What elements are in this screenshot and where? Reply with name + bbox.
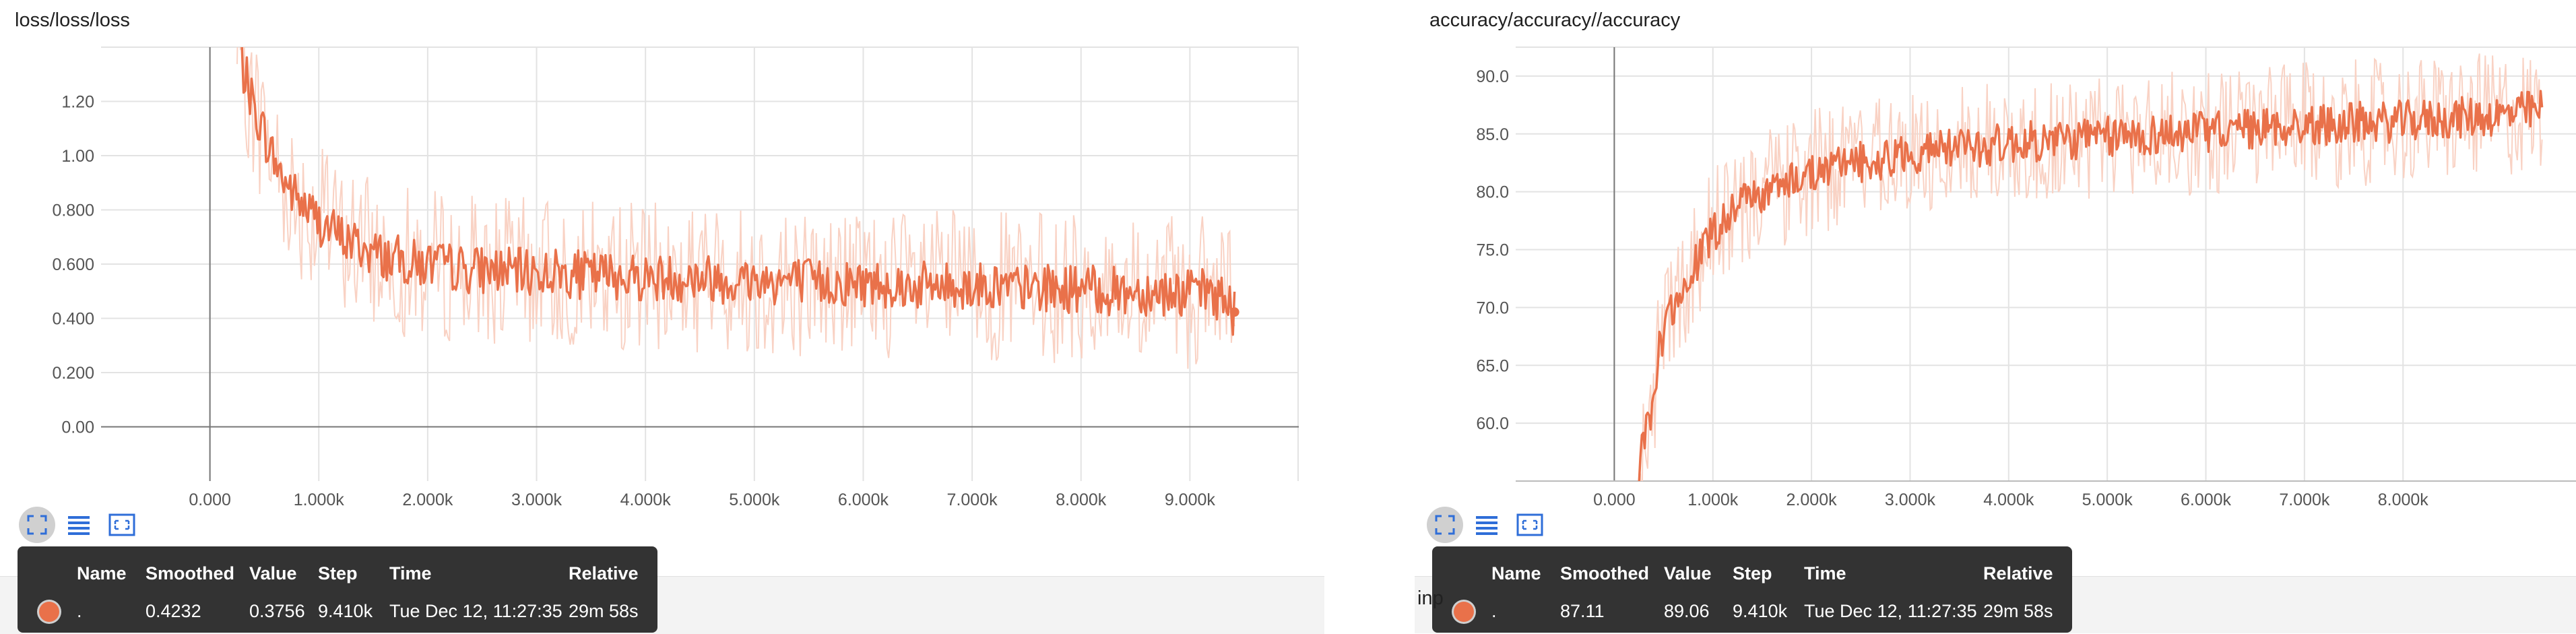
series-color-swatch	[1454, 602, 1474, 622]
tooltip: Name Smoothed Value Step Time Relative .…	[18, 546, 657, 633]
y-tick-label: 75.0	[1476, 241, 1509, 260]
tooltip-header-smoothed: Smoothed	[1560, 563, 1649, 583]
tooltip-data-row: . 87.11 89.06 9.410k Tue Dec 12, 11:27:3…	[1432, 598, 2072, 625]
smoothed-series-line	[240, 47, 1236, 336]
tooltip-header-row: Name Smoothed Value Step Time Relative	[1432, 560, 2072, 587]
loss-chart-panel: loss/loss/loss 0.00 0.200 0.400 0.600 0.800 1…	[0, 0, 1388, 634]
x-tick-label: 8.000k	[2378, 490, 2429, 509]
tooltip-header-value: Value	[249, 563, 297, 583]
tooltip-header-step: Step	[318, 563, 358, 583]
end-point-marker	[1229, 307, 1239, 317]
y-tick-label: 90.0	[1476, 67, 1509, 86]
y-tick-label: 0.200	[52, 364, 94, 383]
tooltip-smoothed: 87.11	[1560, 600, 1605, 621]
tooltip-step: 9.410k	[1733, 600, 1788, 621]
y-tick-label: 65.0	[1476, 356, 1509, 375]
tooltip-header-name: Name	[1491, 563, 1541, 583]
x-tick-label: 2.000k	[1786, 490, 1838, 509]
y-tick-label: 1.20	[61, 93, 94, 112]
tooltip-relative: 29m 58s	[1983, 600, 2053, 621]
raw-series-line	[236, 47, 1235, 369]
x-tick-label: 4.000k	[1983, 490, 2034, 509]
tooltip-name: .	[77, 600, 82, 621]
y-tick-label: 0.600	[52, 255, 94, 274]
x-tick-label: 3.000k	[511, 490, 562, 509]
x-tick-label: 3.000k	[1885, 490, 1936, 509]
raw-series-line	[1639, 53, 2543, 481]
x-tick-label: 7.000k	[947, 490, 998, 509]
tooltip-smoothed: 0.4232	[146, 600, 201, 621]
tooltip-header-relative: Relative	[569, 563, 639, 583]
list-icon[interactable]	[61, 507, 97, 543]
x-tick-label: 0.000	[189, 490, 231, 509]
tooltip-header-row: Name Smoothed Value Step Time Relative	[18, 560, 657, 587]
fit-domain-icon[interactable]	[1512, 507, 1548, 543]
tooltip-header-relative: Relative	[1983, 563, 2053, 583]
x-tick-label: 5.000k	[2082, 490, 2133, 509]
y-tick-label: 0.00	[61, 418, 94, 437]
accuracy-chart-panel: accuracy/accuracy//accuracy 60.0 65.0 70.0…	[1415, 0, 2576, 633]
x-tick-label: 7.000k	[2279, 490, 2330, 509]
x-tick-label: 6.000k	[2181, 490, 2232, 509]
y-tick-label: 1.00	[61, 147, 94, 166]
expand-icon[interactable]	[19, 507, 55, 543]
list-icon[interactable]	[1469, 507, 1505, 543]
accuracy-chart[interactable]: 60.0 65.0 70.0 75.0 80.0 85.0 90.0 0.000 1.000k 2…	[1415, 0, 2576, 512]
series-color-swatch	[39, 602, 59, 622]
tooltip-value: 89.06	[1664, 600, 1710, 621]
x-tick-label: 5.000k	[729, 490, 780, 509]
tooltip-header-name: Name	[77, 563, 127, 583]
tooltip-time: Tue Dec 12, 11:27:35	[389, 600, 562, 621]
tooltip-name: .	[1491, 600, 1497, 621]
x-tick-label: 2.000k	[402, 490, 453, 509]
fit-domain-icon[interactable]	[104, 507, 140, 543]
tooltip-header-step: Step	[1733, 563, 1772, 583]
x-tick-label: 0.000	[1593, 490, 1636, 509]
x-tick-label: 1.000k	[294, 490, 345, 509]
y-tick-label: 85.0	[1476, 125, 1509, 144]
tooltip-relative: 29m 58s	[569, 600, 639, 621]
x-tick-label: 1.000k	[1687, 490, 1739, 509]
tooltip-header-value: Value	[1664, 563, 1712, 583]
x-tick-label: 8.000k	[1056, 490, 1107, 509]
tooltip-data-row: . 0.4232 0.3756 9.410k Tue Dec 12, 11:27…	[18, 598, 657, 625]
y-tick-label: 0.800	[52, 201, 94, 220]
tooltip: Name Smoothed Value Step Time Relative .…	[1432, 546, 2072, 633]
y-tick-label: 80.0	[1476, 183, 1509, 202]
chart-title: loss/loss/loss	[15, 9, 130, 31]
x-tick-label: 6.000k	[838, 490, 889, 509]
loss-chart[interactable]: 0.00 0.200 0.400 0.600 0.800 1.00 1.20 0.000 1.0…	[0, 0, 1388, 512]
expand-icon[interactable]	[1427, 507, 1463, 543]
x-tick-label: 4.000k	[620, 490, 672, 509]
x-tick-label: 9.000k	[1165, 490, 1216, 509]
chart-title: accuracy/accuracy//accuracy	[1429, 9, 1681, 31]
tooltip-time: Tue Dec 12, 11:27:35	[1804, 600, 1977, 621]
tooltip-header-smoothed: Smoothed	[146, 563, 234, 583]
tooltip-step: 9.410k	[318, 600, 373, 621]
partially-hidden-label: inp	[1417, 588, 1444, 609]
tooltip-header-time: Time	[389, 563, 432, 583]
tooltip-value: 0.3756	[249, 600, 305, 621]
y-tick-label: 0.400	[52, 310, 94, 329]
smoothed-series-line	[1638, 90, 2544, 481]
y-tick-label: 70.0	[1476, 298, 1509, 317]
tooltip-header-time: Time	[1804, 563, 1846, 583]
y-tick-label: 60.0	[1476, 414, 1509, 433]
